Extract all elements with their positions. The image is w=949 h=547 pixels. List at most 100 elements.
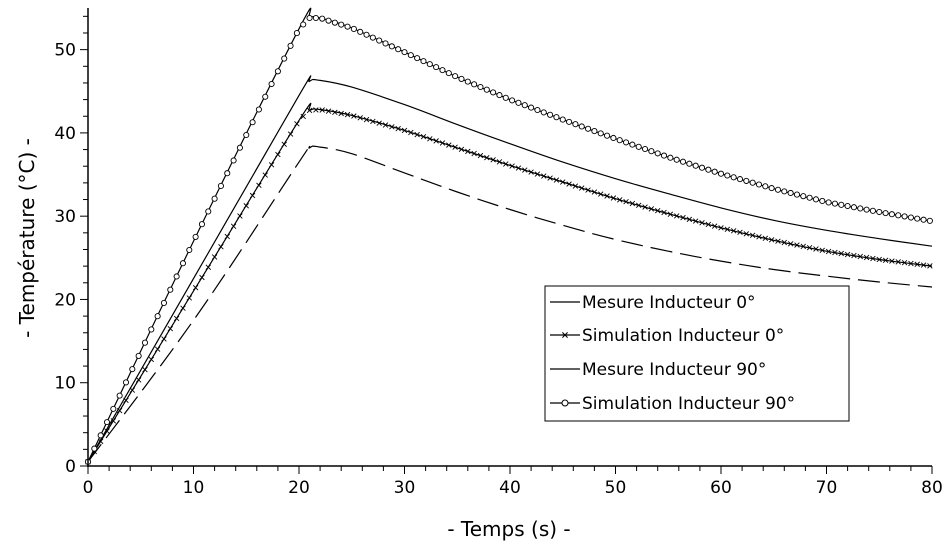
point-marker	[154, 346, 161, 352]
point-marker	[597, 130, 604, 137]
point-marker	[768, 185, 775, 192]
point-marker	[363, 31, 370, 38]
point-marker	[591, 189, 598, 195]
legend-item: Mesure Inducteur 0°	[550, 293, 756, 313]
point-marker	[698, 164, 706, 171]
point-marker	[243, 131, 250, 139]
point-marker	[414, 131, 420, 138]
point-marker	[445, 70, 452, 77]
point-marker	[654, 207, 661, 214]
point-marker	[895, 259, 901, 265]
point-marker	[648, 148, 655, 155]
point-marker	[850, 204, 857, 211]
legend-marker	[561, 399, 569, 407]
point-marker	[579, 185, 585, 191]
point-marker	[395, 46, 402, 53]
point-marker	[730, 228, 737, 234]
x-tick-label: 60	[710, 478, 732, 498]
point-marker	[635, 143, 642, 150]
point-marker	[262, 93, 269, 100]
point-marker	[907, 214, 914, 221]
point-marker	[692, 218, 699, 224]
x-tick-label: 10	[183, 478, 205, 498]
point-marker	[186, 295, 192, 301]
point-marker	[591, 128, 598, 135]
point-marker	[211, 254, 218, 260]
point-marker	[230, 223, 237, 229]
point-marker	[294, 121, 300, 127]
y-tick-label: 50	[54, 41, 76, 61]
point-marker	[540, 109, 547, 116]
point-marker	[173, 273, 180, 280]
point-marker	[325, 108, 332, 114]
point-marker	[205, 208, 212, 215]
point-marker	[388, 43, 395, 50]
point-marker	[870, 255, 876, 262]
point-marker	[408, 129, 414, 136]
point-marker	[287, 42, 294, 49]
point-marker	[794, 242, 800, 248]
point-marker	[167, 286, 174, 293]
point-marker	[275, 151, 281, 158]
point-marker	[667, 211, 674, 217]
plot-area	[84, 7, 933, 465]
point-marker	[427, 136, 433, 142]
point-marker	[578, 123, 585, 130]
x-axis-label: - Temps (s) -	[447, 517, 570, 541]
point-marker	[730, 174, 737, 181]
point-marker	[825, 199, 832, 206]
point-marker	[711, 168, 718, 175]
point-marker	[585, 187, 591, 193]
point-marker	[673, 156, 680, 163]
point-marker	[351, 113, 357, 119]
point-marker	[629, 200, 636, 207]
point-marker	[218, 244, 224, 250]
point-marker	[863, 254, 870, 261]
point-marker	[148, 326, 155, 333]
point-marker	[844, 202, 851, 210]
point-marker	[793, 191, 801, 198]
point-marker	[211, 195, 218, 202]
point-marker	[452, 144, 458, 150]
point-marker	[458, 146, 465, 153]
point-marker	[762, 235, 769, 242]
point-marker	[566, 118, 573, 125]
point-marker	[382, 122, 389, 128]
point-marker	[920, 262, 927, 268]
point-marker	[300, 21, 307, 28]
point-marker	[363, 116, 370, 123]
x-tick-label: 70	[816, 478, 838, 498]
series-1	[87, 143, 933, 463]
point-marker	[813, 246, 819, 252]
y-tick-label: 30	[54, 207, 76, 227]
point-marker	[312, 14, 319, 22]
point-marker	[876, 208, 883, 216]
point-marker	[224, 233, 230, 240]
point-marker	[857, 205, 864, 212]
point-marker	[268, 80, 275, 88]
point-marker	[350, 25, 357, 33]
point-marker	[838, 250, 844, 257]
point-marker	[420, 133, 427, 140]
point-marker	[509, 97, 516, 104]
point-marker	[433, 64, 440, 71]
point-marker	[281, 141, 287, 148]
point-marker	[477, 152, 484, 159]
point-marker	[319, 107, 325, 113]
point-marker	[426, 61, 433, 68]
point-marker	[547, 111, 554, 118]
point-marker	[97, 432, 104, 439]
point-marker	[167, 325, 174, 332]
point-marker	[660, 152, 668, 159]
point-marker	[338, 21, 345, 28]
point-marker	[141, 339, 149, 346]
point-marker	[217, 182, 224, 190]
point-marker	[357, 115, 363, 121]
point-marker	[857, 253, 863, 260]
point-marker	[781, 239, 788, 246]
point-marker	[357, 28, 364, 35]
point-marker	[812, 196, 820, 203]
point-marker	[775, 238, 781, 244]
point-marker	[755, 181, 763, 188]
point-marker	[313, 107, 319, 113]
